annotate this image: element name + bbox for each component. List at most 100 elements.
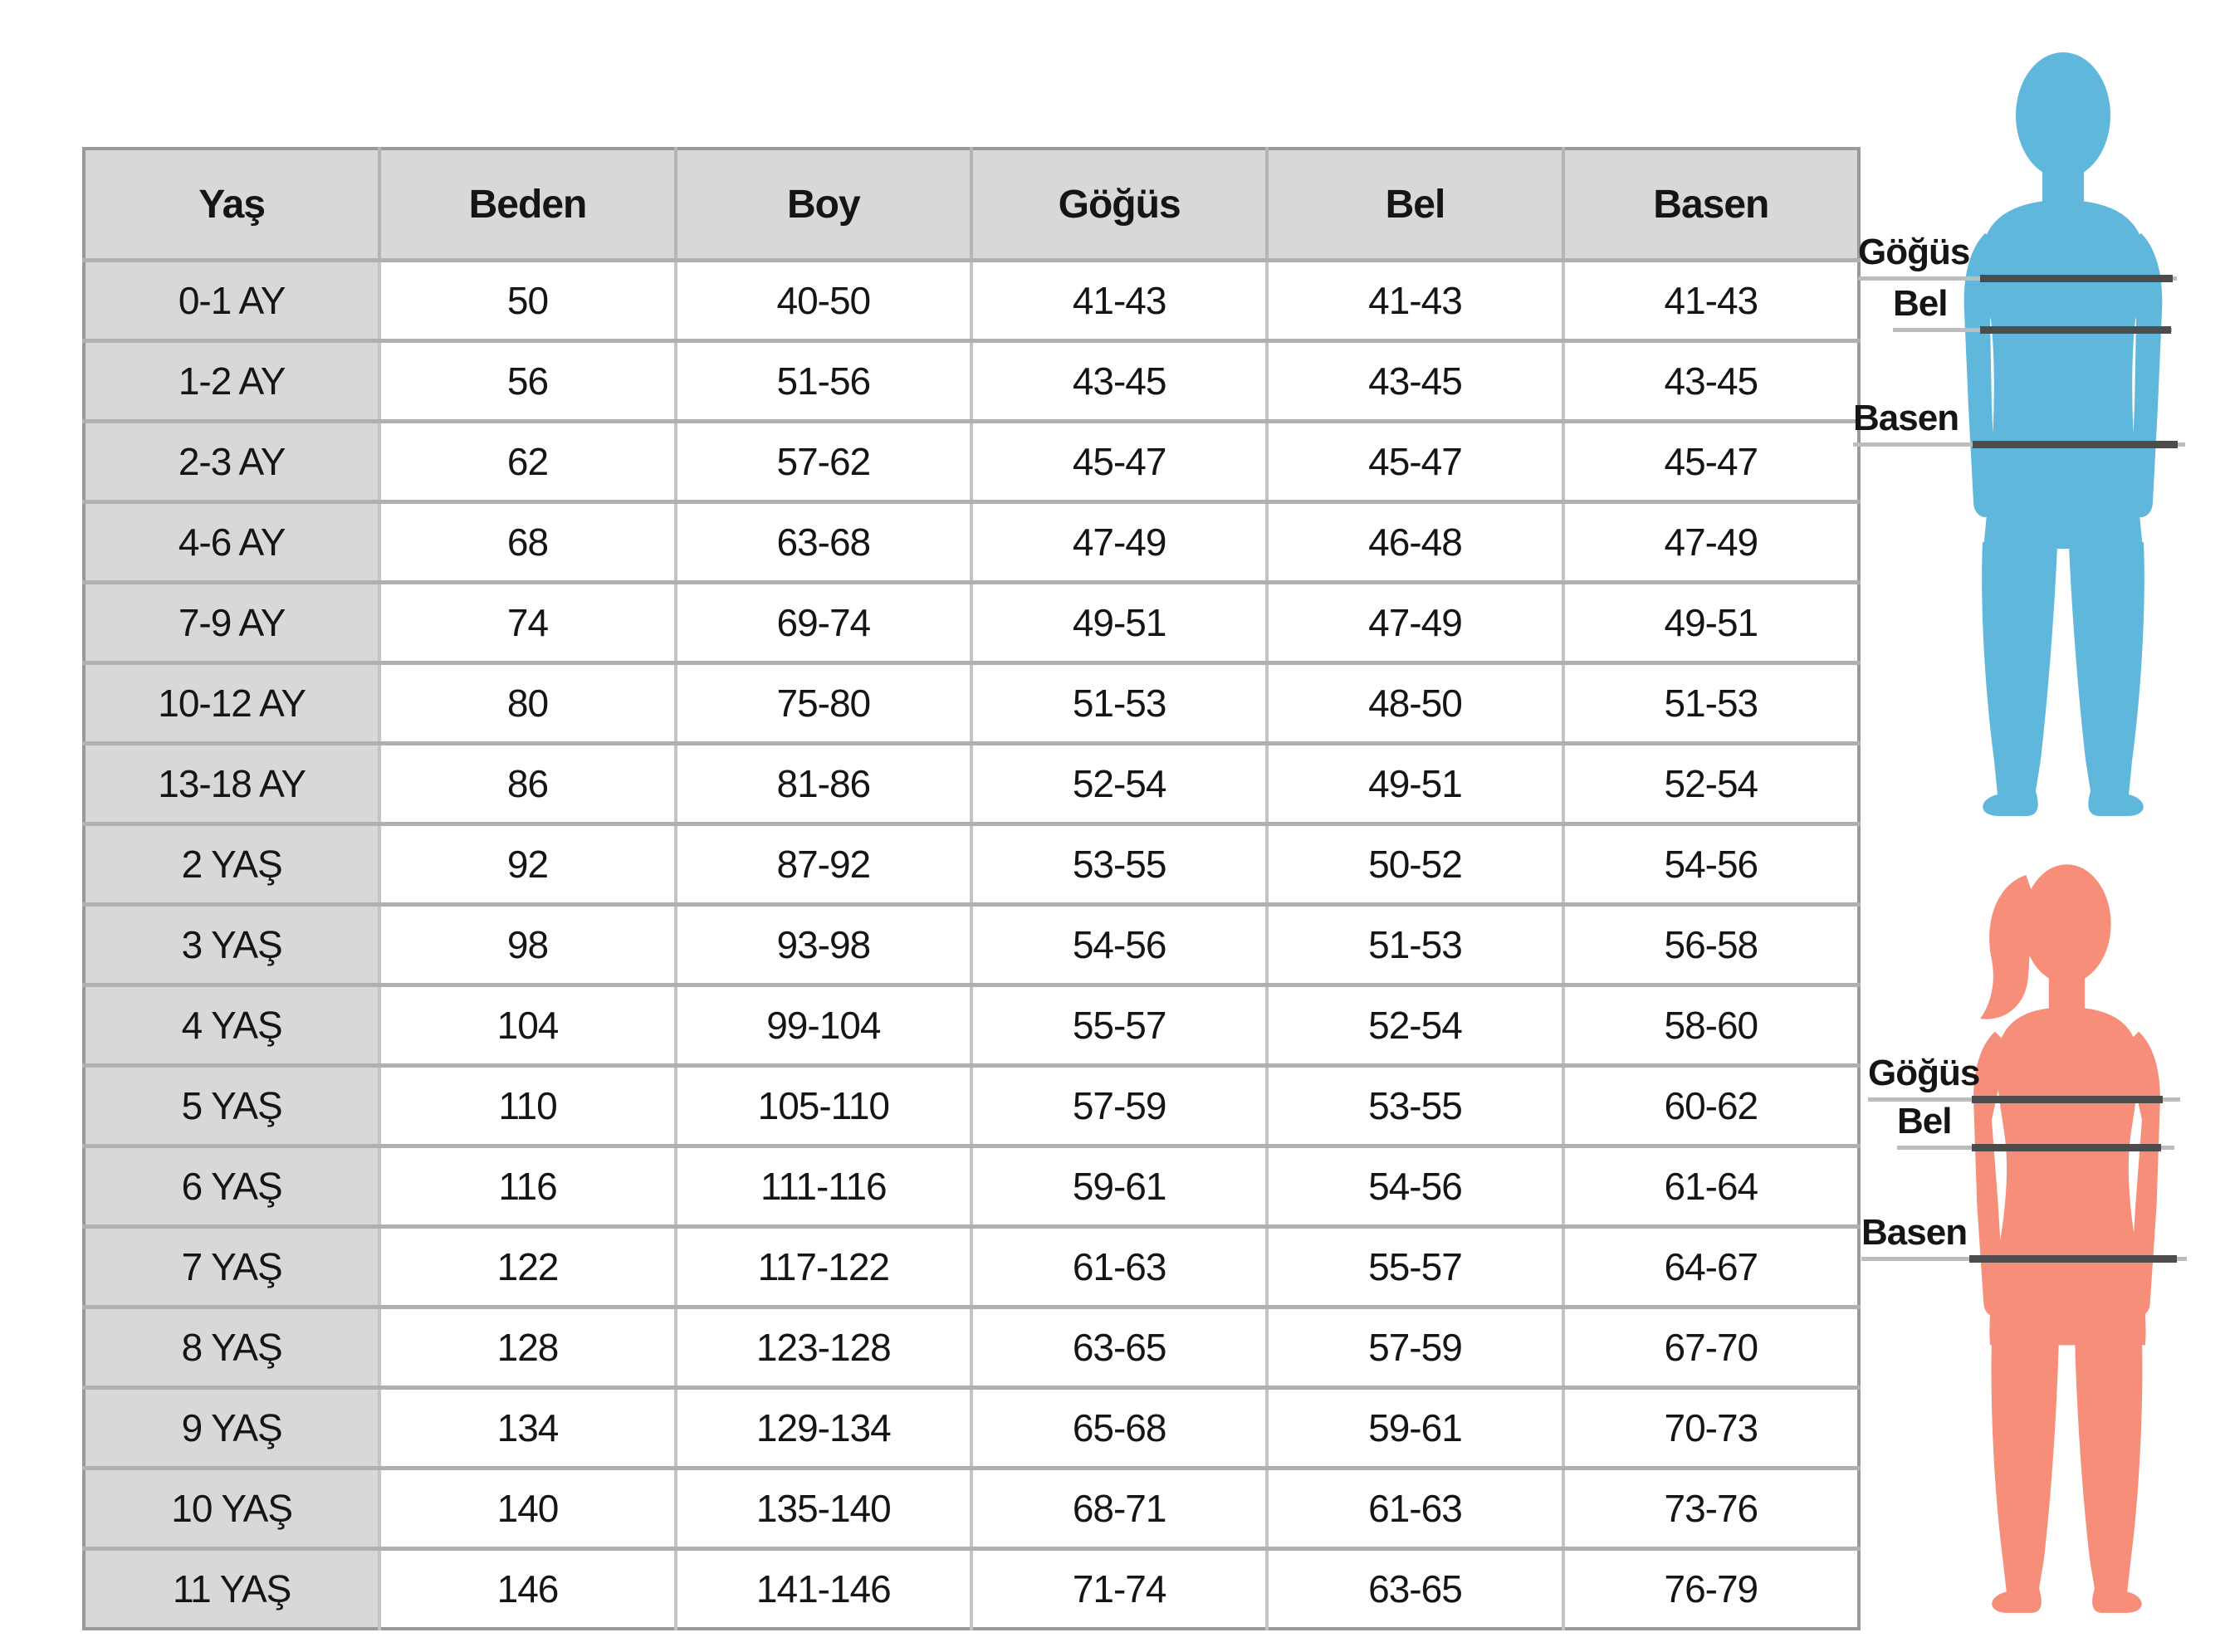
value-cell: 92 [378,822,676,905]
boy-waist-line-dark-segment [1980,326,2171,334]
value-cell: 99-104 [673,983,971,1066]
value-cell: 52-54 [1561,741,1859,824]
table-row: 4-6 AY 68 63-68 47-49 46-48 47-49 [84,500,1859,583]
table-row: 0-1 AY 50 40-50 41-43 41-43 41-43 [84,258,1859,341]
girl-right-leg [2075,1338,2143,1613]
age-cell: 7-9 AY [84,580,380,663]
age-cell: 2-3 AY [84,419,380,502]
value-cell: 52-54 [969,741,1268,824]
age-cell: 11 YAŞ [84,1547,380,1629]
value-cell: 49-51 [1265,741,1563,824]
table-row: 10 YAŞ 140 135-140 68-71 61-63 73-76 [84,1466,1859,1549]
boy-right-leg [2069,542,2144,816]
value-cell: 45-47 [1265,419,1563,502]
table-row: 8 YAŞ 128 123-128 63-65 57-59 67-70 [84,1305,1859,1388]
column-header: Beden [378,149,676,262]
value-cell: 76-79 [1561,1547,1859,1629]
column-header: Basen [1561,149,1859,262]
value-cell: 47-49 [1561,500,1859,583]
table-row: 5 YAŞ 110 105-110 57-59 53-55 60-62 [84,1063,1859,1146]
value-cell: 57-59 [969,1063,1268,1146]
value-cell: 52-54 [1265,983,1563,1066]
boy-hip-line [1853,441,2185,448]
girl-chest-line-dark-segment [1972,1096,2163,1103]
age-cell: 5 YAŞ [84,1063,380,1146]
age-cell: 4-6 AY [84,500,380,583]
column-header: Yaş [84,149,380,262]
boy-chest-label: Göğüs [1858,232,1970,272]
value-cell: 105-110 [673,1063,971,1146]
value-cell: 61-64 [1561,1144,1859,1227]
size-table: Yaş Beden Boy Göğüs Bel Basen 0-1 AY 50 40-50 41… [82,147,1861,1630]
boy-waist-line [1893,326,2172,334]
boy-left-leg [1982,542,2057,816]
girl-hip-line [1861,1255,2187,1263]
value-cell: 64-67 [1561,1224,1859,1307]
value-cell: 43-45 [969,339,1268,422]
value-cell: 63-65 [969,1305,1268,1388]
value-cell: 87-92 [673,822,971,905]
value-cell: 70-73 [1561,1386,1859,1469]
value-cell: 67-70 [1561,1305,1859,1388]
value-cell: 47-49 [1265,580,1563,663]
table-row: 2 YAŞ 92 87-92 53-55 50-52 54-56 [84,822,1859,905]
girl-waist-label: Bel [1897,1101,1952,1141]
value-cell: 49-51 [969,580,1268,663]
value-cell: 49-51 [1561,580,1859,663]
girl-ponytail [1980,875,2037,1019]
boy-chest-line [1858,275,2177,282]
age-cell: 7 YAŞ [84,1224,380,1307]
boy-head [2016,52,2110,178]
age-cell: 1-2 AY [84,339,380,422]
value-cell: 41-43 [1265,258,1563,341]
girl-left-leg [1991,1338,2059,1613]
value-cell: 56 [378,339,676,422]
value-cell: 117-122 [673,1224,971,1307]
girl-neck [2048,973,2086,1009]
value-cell: 59-61 [969,1144,1268,1227]
value-cell: 146 [378,1547,676,1629]
value-cell: 46-48 [1265,500,1563,583]
value-cell: 75-80 [673,661,971,744]
table-row: 11 YAŞ 146 141-146 71-74 63-65 76-79 [84,1547,1859,1629]
value-cell: 54-56 [1561,822,1859,905]
value-cell: 47-49 [969,500,1268,583]
value-cell: 93-98 [673,902,971,985]
girl-hip-label: Basen [1861,1212,1968,1253]
value-cell: 43-45 [1561,339,1859,422]
value-cell: 53-55 [1265,1063,1563,1146]
girl-head [2022,864,2111,984]
value-cell: 69-74 [673,580,971,663]
boy-torso [1983,200,2144,549]
value-cell: 48-50 [1265,661,1563,744]
value-cell: 45-47 [1561,419,1859,502]
age-cell: 0-1 AY [84,258,380,341]
girl-waist-line [1897,1144,2174,1151]
girl-torso [1989,1007,2146,1346]
girl-silhouette-icon [1973,864,2160,1613]
table-row: 10-12 AY 80 75-80 51-53 48-50 51-53 [84,661,1859,744]
age-cell: 13-18 AY [84,741,380,824]
value-cell: 43-45 [1265,339,1563,422]
value-cell: 56-58 [1561,902,1859,985]
table-row: 2-3 AY 62 57-62 45-47 45-47 45-47 [84,419,1859,502]
value-cell: 50 [378,258,676,341]
age-cell: 8 YAŞ [84,1305,380,1388]
value-cell: 116 [378,1144,676,1227]
table-row: 13-18 AY 86 81-86 52-54 49-51 52-54 [84,741,1859,824]
value-cell: 51-53 [1265,902,1563,985]
value-cell: 141-146 [673,1547,971,1629]
column-header: Bel [1265,149,1563,262]
value-cell: 104 [378,983,676,1066]
value-cell: 58-60 [1561,983,1859,1066]
header-row: Yaş Beden Boy Göğüs Bel Basen [84,149,1859,262]
girl-waist-line-dark-segment [1972,1144,2161,1151]
boy-silhouette-icon [1963,52,2163,816]
value-cell: 62 [378,419,676,502]
value-cell: 63-68 [673,500,971,583]
value-cell: 110 [378,1063,676,1146]
value-cell: 51-56 [673,339,971,422]
table-body: 0-1 AY 50 40-50 41-43 41-43 41-43 1-2 AY 56 51-5… [84,258,1859,1629]
column-header: Göğüs [969,149,1268,262]
